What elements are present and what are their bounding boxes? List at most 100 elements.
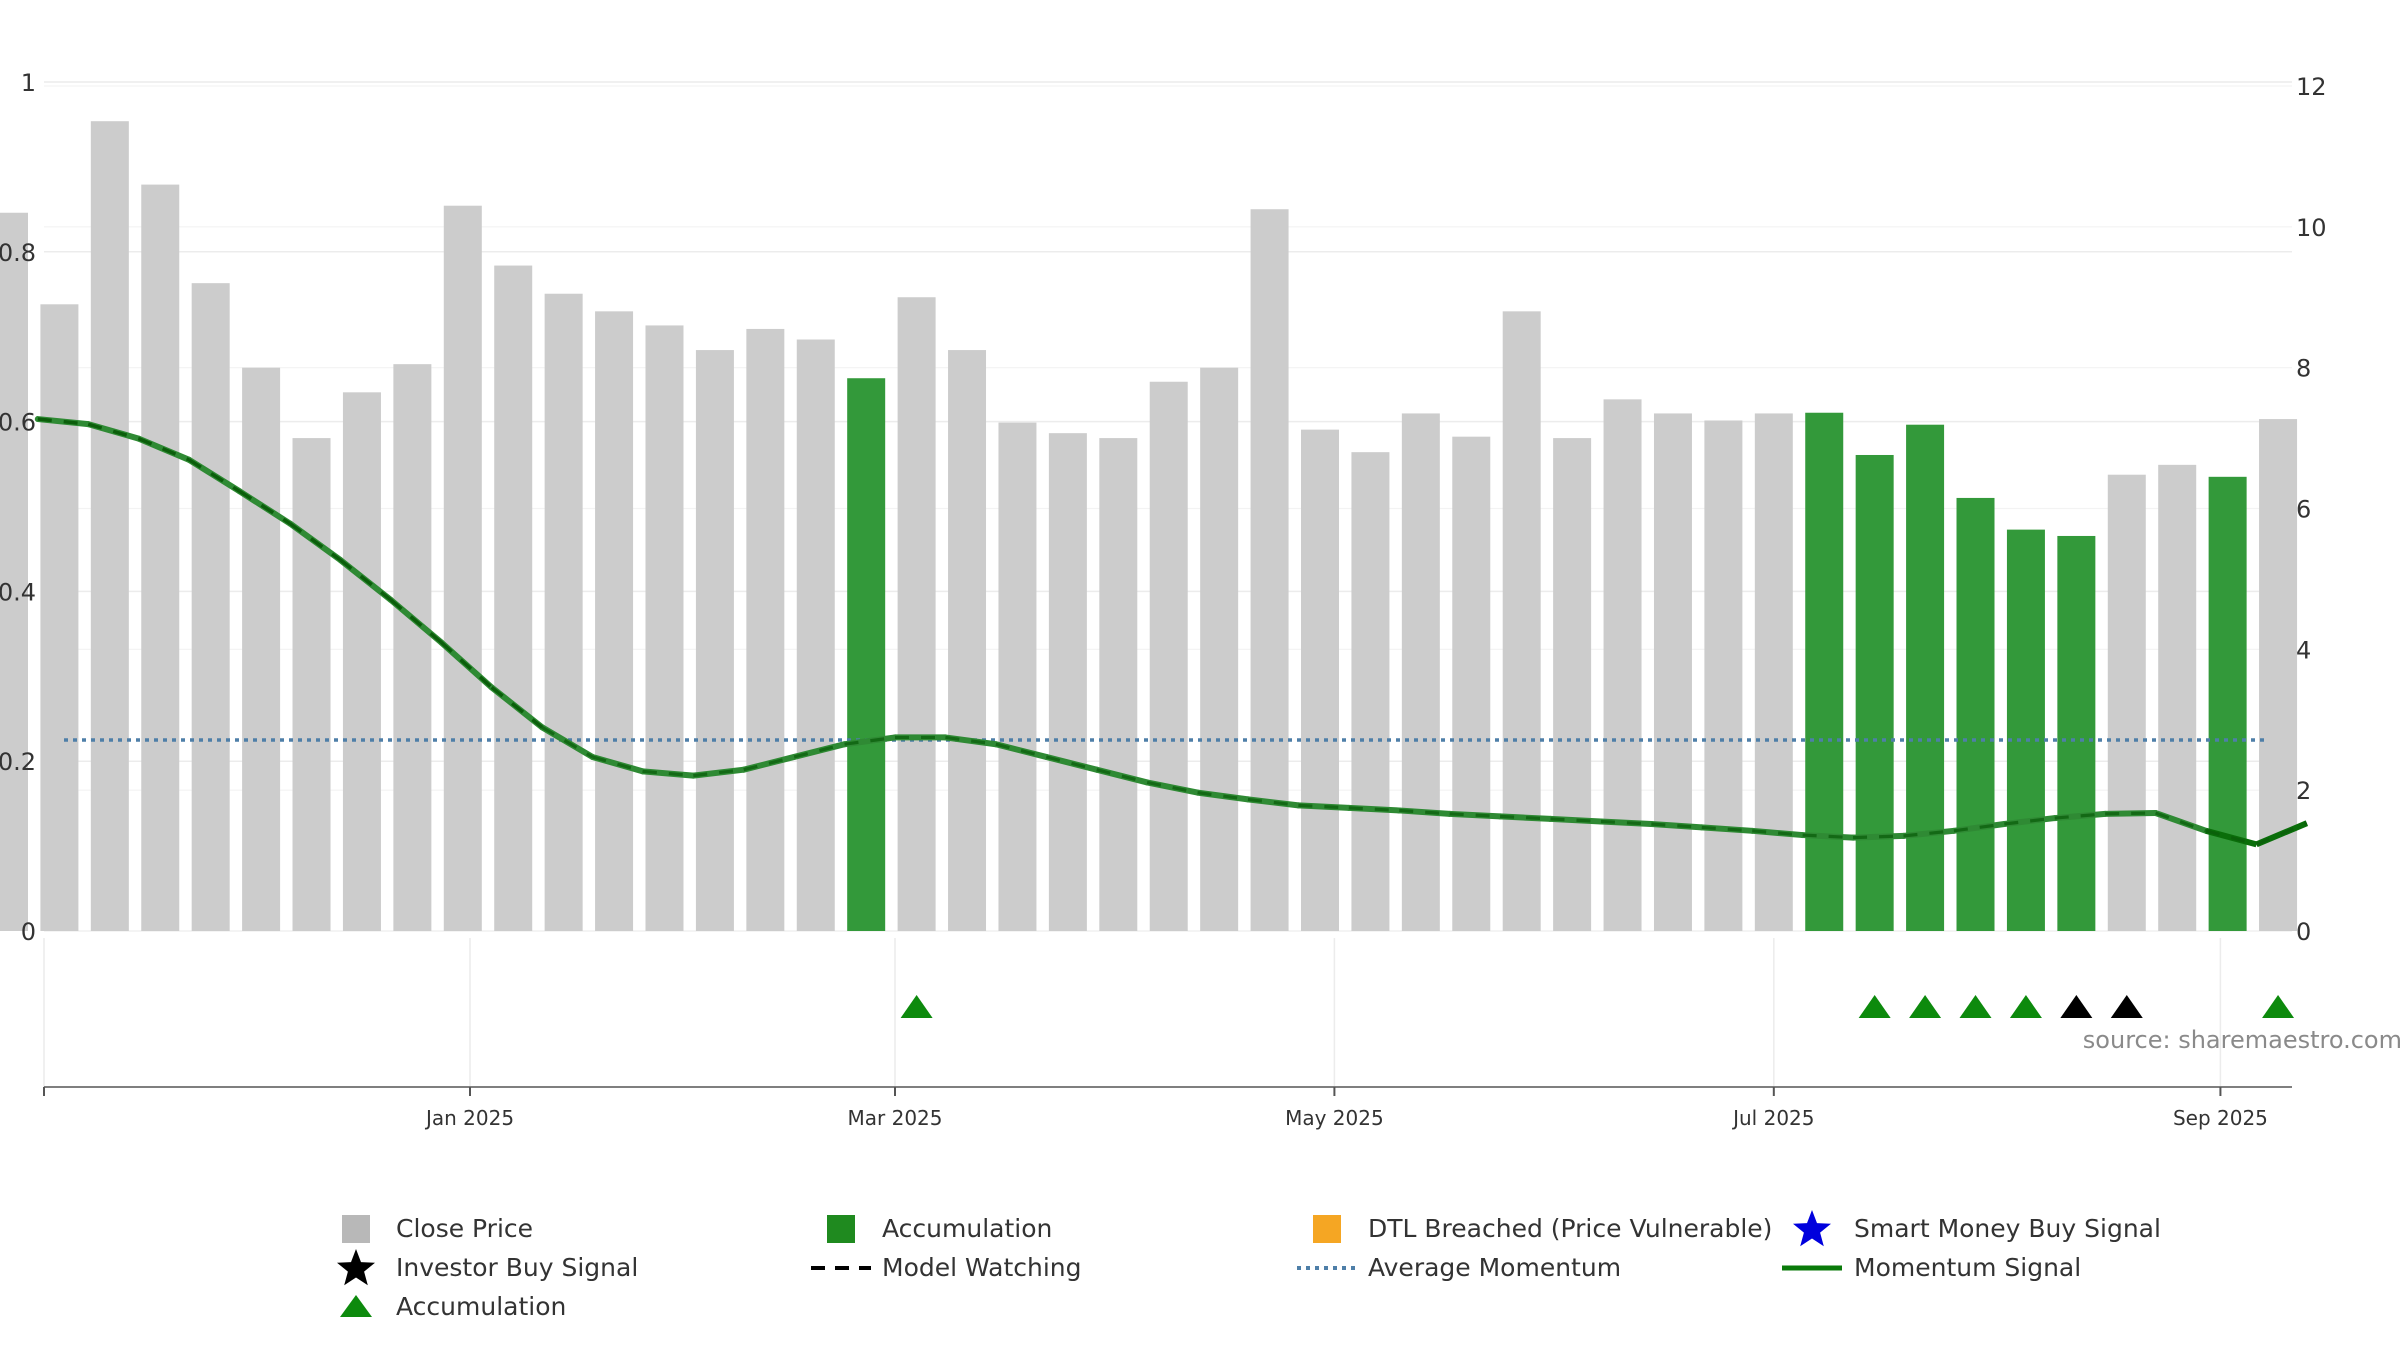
momentum-dash-overlay [743,755,795,772]
legend-item-solid-line: Momentum Signal [1782,1253,2081,1282]
momentum-dash-overlay [1146,780,1198,795]
momentum-dash-overlay [1802,833,1854,840]
close-price-bar [1200,367,1239,932]
accumulation-signal-triangle [1858,995,1891,1018]
momentum-dash-overlay [440,641,493,689]
black-star-icon [337,1249,375,1286]
close-price-bar [1048,433,1087,931]
x-axis-tick-label: Mar 2025 [848,1106,943,1130]
momentum-dash-overlay [137,436,190,462]
momentum-dash-overlay [1953,822,2005,833]
x-axis-tick-label: May 2025 [1285,1106,1384,1130]
accumulation-signal-triangle [2009,995,2042,1018]
accumulation-signal-triangle [1959,995,1992,1018]
momentum-dash-overlay [288,522,342,562]
right-axis-tick-label: 0 [2296,918,2311,946]
momentum-dash-overlay [1197,791,1249,801]
momentum-dash-overlay [1247,797,1299,807]
dtl-swatch [1313,1215,1341,1243]
close-price-bar [948,350,987,931]
close-price-bar [1754,413,1793,931]
legend-item-dashed-line: Model Watching [811,1253,1082,1282]
close-price-bar [191,283,230,932]
accumulation-bar [1906,424,1945,931]
close-price-bar [2107,474,2146,931]
legend-label: Momentum Signal [1854,1253,2081,1282]
momentum-dash-overlay [1399,808,1450,816]
right-axis-tick-label: 2 [2296,777,2311,805]
right-axis-tick-label: 8 [2296,355,2311,383]
close-price-bar [2158,464,2197,931]
signals-layer [900,995,2295,1018]
legend-label: Investor Buy Signal [396,1253,638,1282]
left-axis-tick-label: 0.4 [0,578,36,606]
right-axis-tick-label: 4 [2296,636,2311,664]
momentum-dash-overlay [1752,829,1803,837]
close-price-bar [1301,429,1339,931]
source-label: source: sharemaestro.com [2083,1026,2400,1054]
close-price-bar [746,328,785,931]
close-price-bar [645,325,684,932]
x-axis-tick-label: Sep 2025 [2173,1106,2268,1130]
close-price-bar [1452,436,1491,931]
momentum-dash-overlay [1500,814,1551,821]
momentum-dash-overlay [2105,811,2156,816]
momentum-dash-overlay [238,489,291,525]
left-axis-tick-label: 0 [21,918,36,946]
momentum-dash-overlay [389,598,443,644]
momentum-dash-overlay [793,742,845,759]
close-price-bar [544,293,583,932]
momentum-dash-overlay [2205,829,2257,846]
legend-label: Accumulation [882,1214,1052,1243]
accumulation-bar [1805,412,1844,931]
close-price-bar [0,212,28,931]
momentum-dash-overlay [87,422,140,441]
close-price-bar [292,438,331,931]
momentum-dash-overlay [1449,812,1501,818]
legend-label: Smart Money Buy Signal [1854,1214,2161,1243]
right-axis-tick-label: 6 [2296,496,2311,524]
investor-signal-triangle [2110,995,2143,1018]
momentum-dash-overlay [188,458,241,493]
left-axis-tick-label: 0.2 [0,748,36,776]
close-price-bar [1502,311,1541,931]
close-price-bar [1401,413,1440,931]
legend-label: Close Price [396,1214,533,1243]
close-price-bar [1351,452,1390,931]
legend-label: Average Momentum [1368,1253,1621,1282]
close-price-bar [998,422,1037,931]
close-price-bar [595,311,634,931]
legend-item-black-star: Investor Buy Signal [337,1249,638,1286]
momentum-dash-overlay [1045,755,1098,772]
momentum-dash-overlay [642,769,694,778]
accumulation-bar [847,378,886,932]
accumulation-bar [2057,535,2096,931]
close-price-bar [1603,399,1642,932]
momentum-dash-overlay [2255,821,2308,846]
close-price-bar [393,364,432,931]
momentum-dash-overlay [1701,825,1753,833]
legend-item-blue-star: Smart Money Buy Signal [1793,1210,2161,1247]
accumulation-bar [2208,476,2247,931]
close-price-bar [443,205,482,932]
momentum-dash-overlay [541,725,594,759]
legend-label: DTL Breached (Price Vulnerable) [1368,1214,1772,1243]
close-price-bar [1553,438,1592,931]
close-price-bar [40,304,79,932]
close-price-bar [897,297,936,931]
momentum-dash-overlay [490,685,544,729]
close-price-bar [1099,438,1138,931]
momentum-dash-overlay [1651,822,1702,830]
left-axis-tick-label: 0.6 [0,409,36,437]
x-axis-tick-label: Jul 2025 [1731,1106,1814,1130]
accumulation-bar [2006,529,2045,931]
right-axis-tick-label: 12 [2296,73,2327,101]
momentum-dash-overlay [693,768,744,778]
legend: Close Price Accumulation DTL Breached (Pri… [337,1210,2161,1321]
momentum-dash-overlay [1096,768,1148,784]
momentum-dash-overlay [2155,811,2207,833]
legend-item-dotted-line: Average Momentum [1297,1253,1621,1282]
